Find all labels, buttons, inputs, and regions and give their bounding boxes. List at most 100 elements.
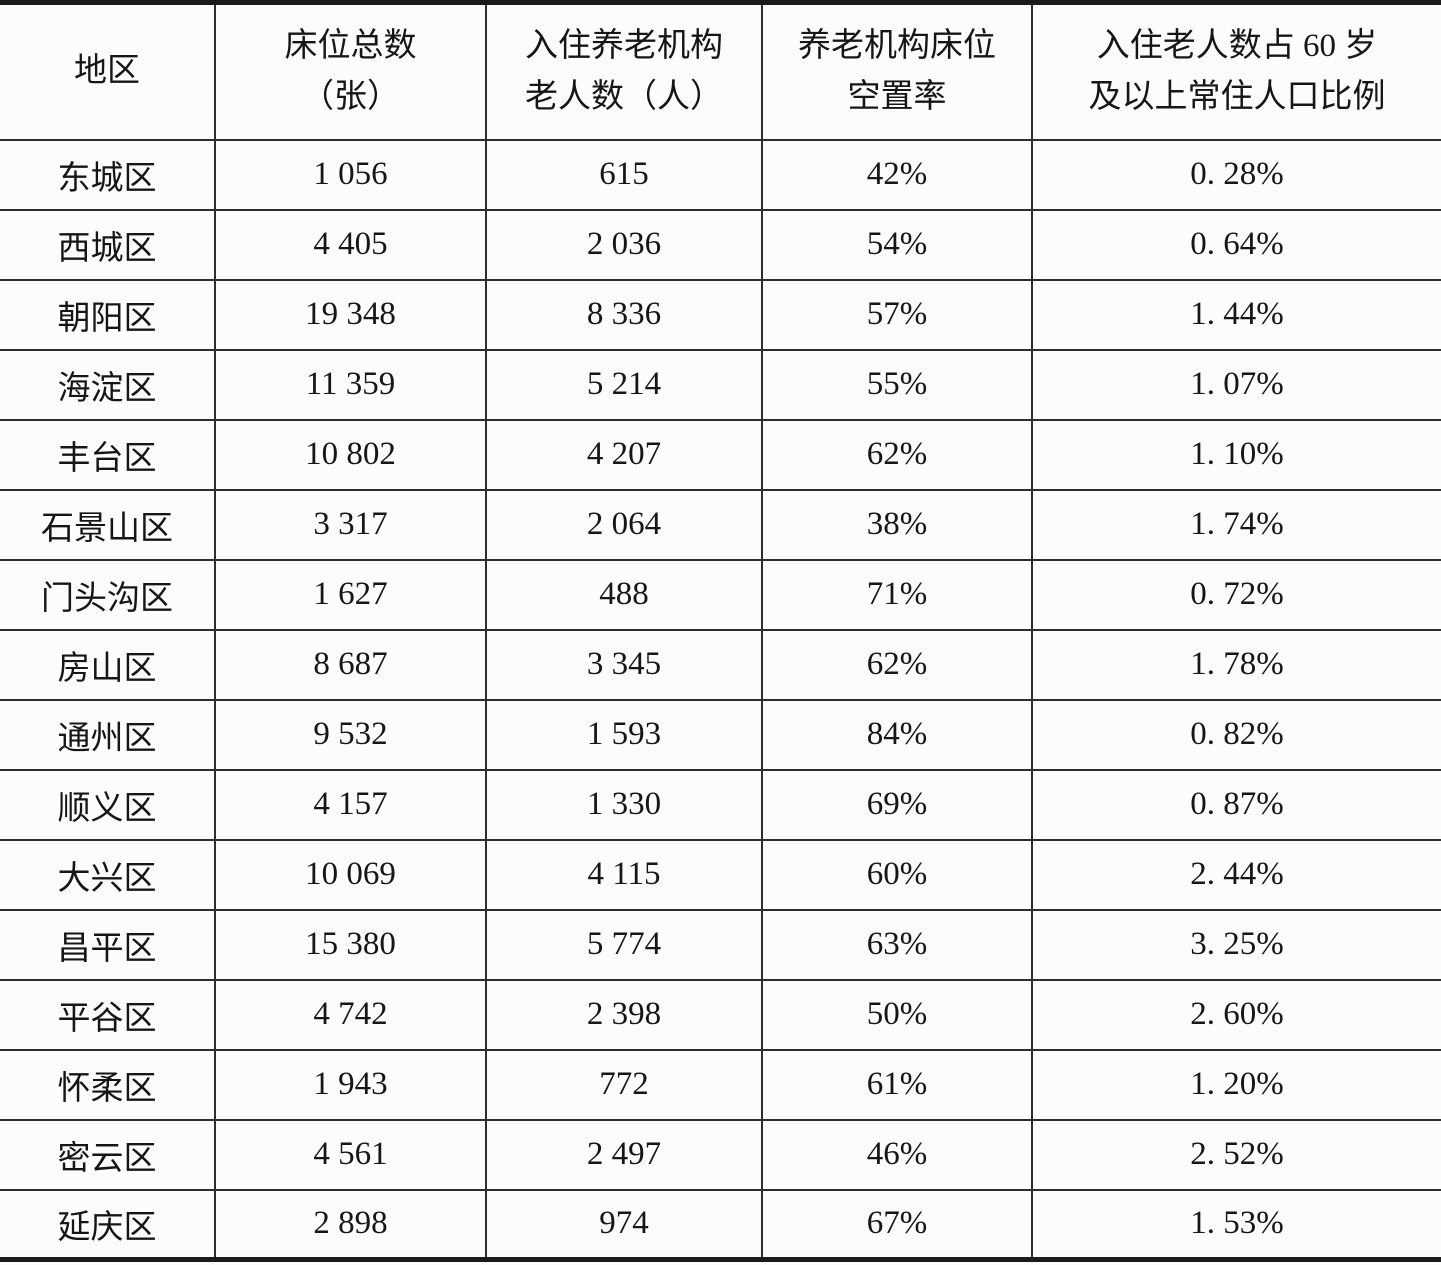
vacancy-rate-cell: 63%: [761, 908, 1032, 980]
population-ratio-cell: 0. 87%: [1031, 768, 1441, 840]
vacancy-rate-cell: 62%: [761, 418, 1032, 490]
vacancy-rate-cell: 38%: [761, 488, 1032, 560]
header-residents-line2: 老人数（人）: [525, 78, 723, 115]
residents-cell: 772: [485, 1048, 762, 1120]
total-beds-cell: 9 532: [214, 698, 486, 770]
district-cell: 平谷区: [0, 978, 215, 1050]
residents-cell: 3 345: [485, 628, 762, 700]
district-cell: 西城区: [0, 208, 215, 280]
total-beds-cell: 2 898: [214, 1188, 486, 1260]
total-beds-cell: 3 317: [214, 488, 486, 560]
district-cell: 延庆区: [0, 1188, 215, 1260]
total-beds-cell: 10 069: [214, 838, 486, 910]
population-ratio-cell: 0. 72%: [1031, 558, 1441, 630]
residents-cell: 2 497: [485, 1118, 762, 1190]
vacancy-rate-cell: 57%: [761, 278, 1032, 350]
population-ratio-cell: 1. 10%: [1031, 418, 1441, 490]
table-row: 大兴区 10 069 4 115 60% 2. 44%: [0, 838, 1441, 910]
table-row: 丰台区 10 802 4 207 62% 1. 10%: [0, 418, 1441, 490]
header-row: 地区 床位总数 （张） 入住养老机构 老人数（人） 养老机构床位 空置率 入住老…: [0, 2, 1441, 141]
table-body: 东城区 1 056 615 42% 0. 28% 西城区 4 405 2 036…: [0, 139, 1441, 1260]
table-row: 石景山区 3 317 2 064 38% 1. 74%: [0, 488, 1441, 560]
table-row: 昌平区 15 380 5 774 63% 3. 25%: [0, 908, 1441, 980]
population-ratio-cell: 1. 74%: [1031, 488, 1441, 560]
population-ratio-cell: 1. 20%: [1031, 1048, 1441, 1120]
vacancy-rate-cell: 50%: [761, 978, 1032, 1050]
vacancy-rate-cell: 60%: [761, 838, 1032, 910]
total-beds-cell: 1 627: [214, 558, 486, 630]
total-beds-cell: 15 380: [214, 908, 486, 980]
table-row: 门头沟区 1 627 488 71% 0. 72%: [0, 558, 1441, 630]
header-total-beds-line1: 床位总数: [284, 27, 417, 64]
residents-cell: 974: [485, 1188, 762, 1260]
table-row: 怀柔区 1 943 772 61% 1. 20%: [0, 1048, 1441, 1120]
residents-cell: 2 398: [485, 978, 762, 1050]
header-vacancy-rate-line2: 空置率: [847, 78, 947, 115]
residents-cell: 8 336: [485, 278, 762, 350]
header-population-ratio-line1: 入住老人数占 60 岁: [1096, 27, 1378, 64]
residents-cell: 2 064: [485, 488, 762, 560]
district-cell: 通州区: [0, 698, 215, 770]
total-beds-cell: 4 561: [214, 1118, 486, 1190]
vacancy-rate-cell: 55%: [761, 348, 1032, 420]
residents-cell: 4 115: [485, 838, 762, 910]
residents-cell: 5 214: [485, 348, 762, 420]
population-ratio-cell: 3. 25%: [1031, 908, 1441, 980]
header-total-beds: 床位总数 （张）: [214, 2, 486, 141]
table-header: 地区 床位总数 （张） 入住养老机构 老人数（人） 养老机构床位 空置率 入住老…: [0, 2, 1441, 141]
population-ratio-cell: 2. 44%: [1031, 838, 1441, 910]
table-row: 延庆区 2 898 974 67% 1. 53%: [0, 1188, 1441, 1260]
district-cell: 昌平区: [0, 908, 215, 980]
district-cell: 石景山区: [0, 488, 215, 560]
table-row: 平谷区 4 742 2 398 50% 2. 60%: [0, 978, 1441, 1050]
district-cell: 朝阳区: [0, 278, 215, 350]
total-beds-cell: 4 742: [214, 978, 486, 1050]
population-ratio-cell: 2. 60%: [1031, 978, 1441, 1050]
table-row: 朝阳区 19 348 8 336 57% 1. 44%: [0, 278, 1441, 350]
district-cell: 怀柔区: [0, 1048, 215, 1120]
residents-cell: 488: [485, 558, 762, 630]
header-vacancy-rate: 养老机构床位 空置率: [761, 2, 1032, 141]
header-total-beds-line2: （张）: [301, 78, 400, 115]
table-row: 密云区 4 561 2 497 46% 2. 52%: [0, 1118, 1441, 1190]
vacancy-rate-cell: 71%: [761, 558, 1032, 630]
total-beds-cell: 8 687: [214, 628, 486, 700]
total-beds-cell: 4 157: [214, 768, 486, 840]
header-vacancy-rate-line1: 养老机构床位: [798, 27, 996, 64]
residents-cell: 615: [485, 139, 762, 210]
population-ratio-cell: 1. 53%: [1031, 1188, 1441, 1260]
vacancy-rate-cell: 61%: [761, 1048, 1032, 1120]
total-beds-cell: 1 056: [214, 139, 486, 210]
table-row: 海淀区 11 359 5 214 55% 1. 07%: [0, 348, 1441, 420]
total-beds-cell: 1 943: [214, 1048, 486, 1120]
header-population-ratio: 入住老人数占 60 岁 及以上常住人口比例: [1031, 2, 1441, 141]
header-population-ratio-line2: 及以上常住人口比例: [1088, 78, 1386, 115]
table-row: 顺义区 4 157 1 330 69% 0. 87%: [0, 768, 1441, 840]
header-residents-line1: 入住养老机构: [525, 27, 723, 64]
population-ratio-cell: 0. 82%: [1031, 698, 1441, 770]
population-ratio-cell: 0. 64%: [1031, 208, 1441, 280]
vacancy-rate-cell: 54%: [761, 208, 1032, 280]
population-ratio-cell: 1. 44%: [1031, 278, 1441, 350]
vacancy-rate-cell: 42%: [761, 139, 1032, 210]
total-beds-cell: 4 405: [214, 208, 486, 280]
vacancy-rate-cell: 62%: [761, 628, 1032, 700]
residents-cell: 5 774: [485, 908, 762, 980]
header-district-label: 地区: [74, 53, 140, 90]
district-cell: 东城区: [57, 160, 157, 197]
header-district: 地区: [0, 2, 215, 141]
district-cell: 丰台区: [0, 418, 215, 490]
district-cell: 顺义区: [0, 768, 215, 840]
table-row: 西城区 4 405 2 036 54% 0. 64%: [0, 208, 1441, 280]
table-row: 通州区 9 532 1 593 84% 0. 82%: [0, 698, 1441, 770]
population-ratio-cell: 1. 07%: [1031, 348, 1441, 420]
vacancy-rate-cell: 46%: [761, 1118, 1032, 1190]
vacancy-rate-cell: 69%: [761, 768, 1032, 840]
district-cell: 海淀区: [0, 348, 215, 420]
table-row: 东城区 1 056 615 42% 0. 28%: [0, 139, 1441, 210]
district-cell: 门头沟区: [0, 558, 215, 630]
vacancy-rate-cell: 67%: [761, 1188, 1032, 1260]
table-row: 房山区 8 687 3 345 62% 1. 78%: [0, 628, 1441, 700]
population-ratio-cell: 2. 52%: [1031, 1118, 1441, 1190]
